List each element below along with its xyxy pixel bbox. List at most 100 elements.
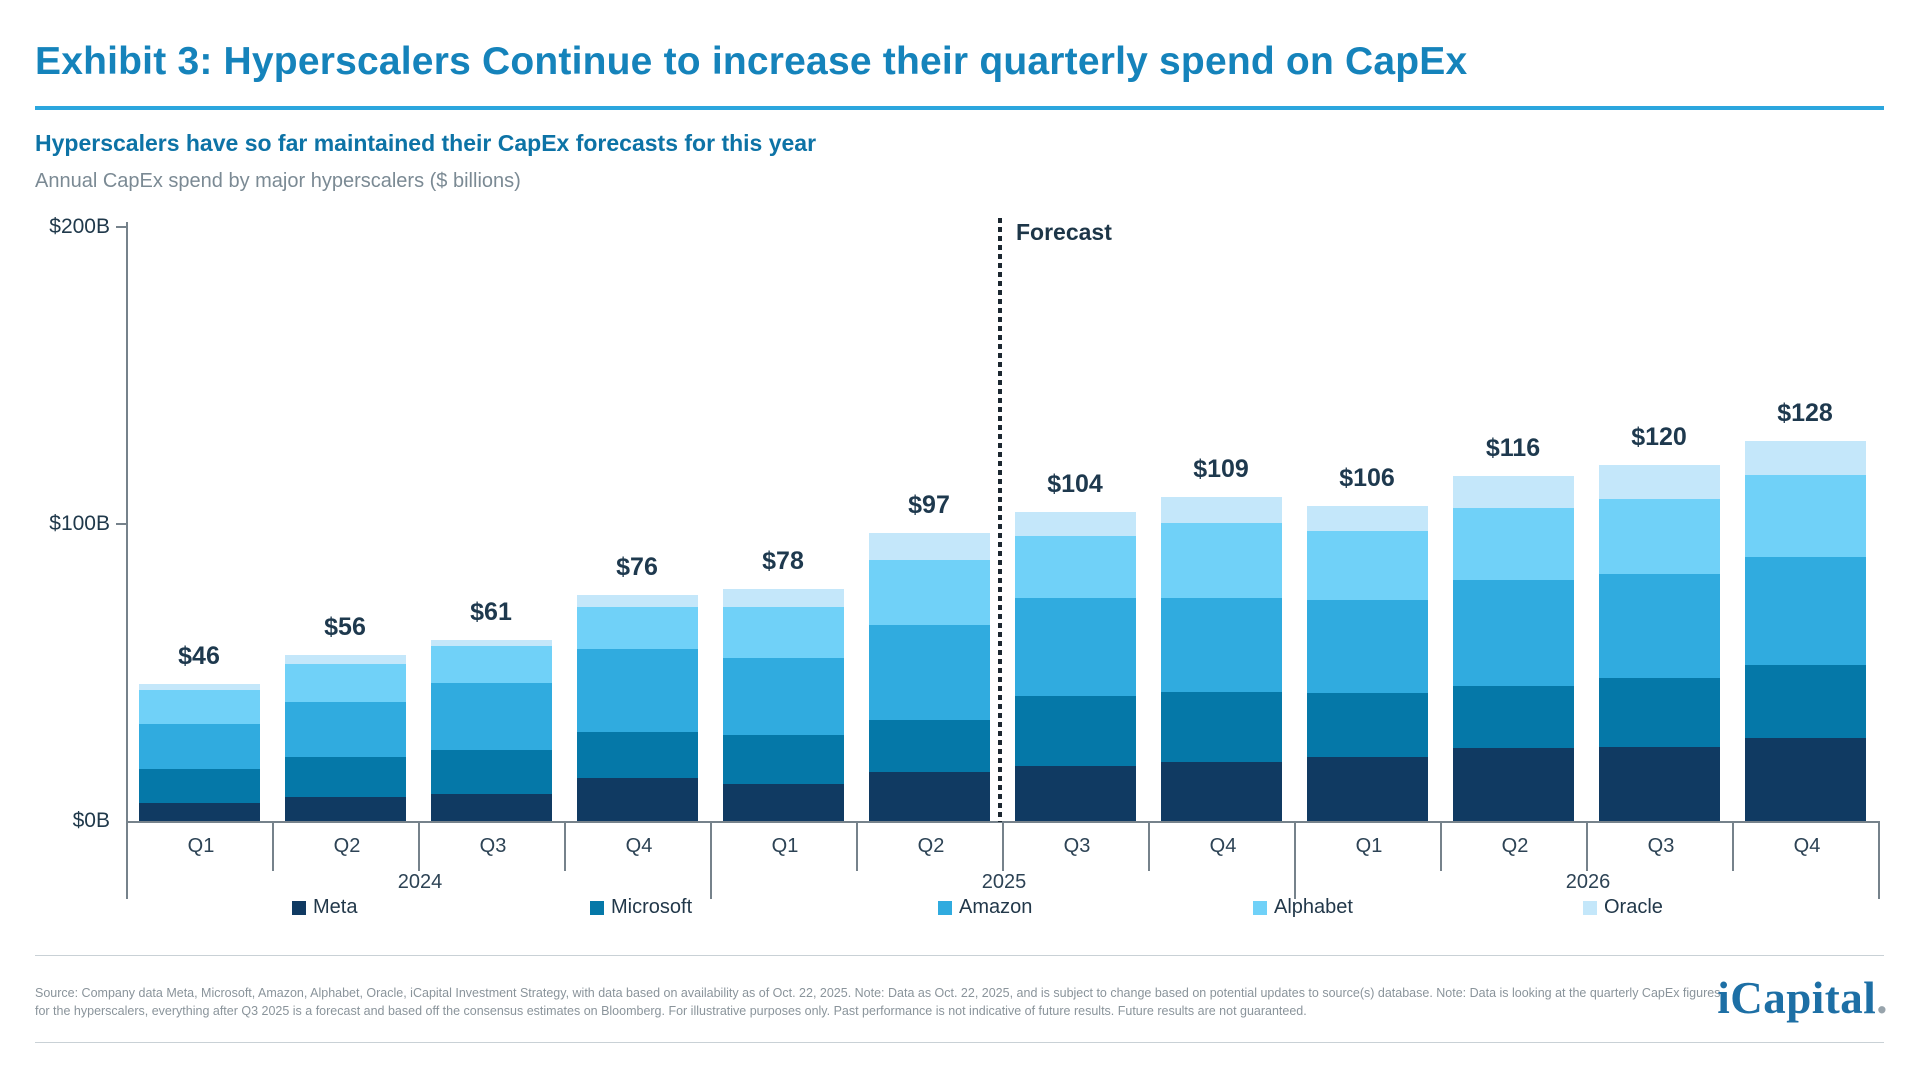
bar-segment-microsoft-q4-2025 xyxy=(1160,691,1282,762)
bar-segment-oracle-q1-2026 xyxy=(1306,506,1428,532)
bar-segment-alphabet-q3-2025 xyxy=(1014,535,1136,599)
x-axis-quarter-label-q2-2025: Q2 xyxy=(856,821,1004,871)
bar-segment-meta-q4-2025 xyxy=(1160,761,1282,821)
legend-item-alphabet: Alphabet xyxy=(1253,896,1353,919)
bar-segment-alphabet-q3-2026 xyxy=(1598,498,1720,575)
legend-swatch-alphabet xyxy=(1253,900,1267,915)
x-axis-quarter-label-q4-2024: Q4 xyxy=(564,821,712,871)
icapital-logo-text: iCapital xyxy=(1717,973,1877,1023)
bar-segment-meta-q2-2024 xyxy=(284,797,406,821)
chart-headline: Hyperscalers have so far maintained thei… xyxy=(35,130,817,156)
source-note-line-2: for the hyperscalers, everything after Q… xyxy=(35,1004,1307,1018)
y-axis-tick-label: $0B xyxy=(72,809,110,832)
bar-segment-oracle-q2-2025 xyxy=(868,532,990,560)
bar-segment-microsoft-q4-2026 xyxy=(1744,665,1866,738)
legend-label-amazon: Amazon xyxy=(959,896,1033,918)
x-axis-quarter-label-q2-2026: Q2 xyxy=(1440,821,1588,871)
x-axis-quarter-label-q2-2024: Q2 xyxy=(272,821,420,871)
bar-segment-amazon-q2-2025 xyxy=(868,624,990,720)
bar-segment-alphabet-q1-2024 xyxy=(138,690,260,725)
bar-segment-alphabet-q3-2024 xyxy=(430,645,552,683)
bar-segment-amazon-q4-2024 xyxy=(576,648,698,732)
bar-segment-amazon-q4-2026 xyxy=(1744,556,1866,666)
legend-swatch-oracle xyxy=(1583,900,1597,915)
bar-segment-oracle-q4-2024 xyxy=(576,595,698,608)
legend-item-oracle: Oracle xyxy=(1583,896,1663,919)
bar-segment-oracle-q2-2024 xyxy=(284,654,406,664)
bar-segment-amazon-q4-2025 xyxy=(1160,598,1282,692)
x-axis-year-label-2024: 2024 xyxy=(126,871,712,899)
bar-total-label-q1-2025: $78 xyxy=(762,547,804,576)
bar-segment-alphabet-q2-2024 xyxy=(284,663,406,703)
bar-segment-meta-q1-2026 xyxy=(1306,757,1428,821)
bar-segment-meta-q4-2026 xyxy=(1744,737,1866,821)
page-title: Exhibit 3: Hyperscalers Continue to incr… xyxy=(35,40,1468,83)
bar-total-label-q4-2026: $128 xyxy=(1777,398,1833,427)
legend-item-microsoft: Microsoft xyxy=(590,896,692,919)
bar-segment-meta-q1-2025 xyxy=(722,783,844,821)
bar-total-label-q2-2026: $116 xyxy=(1485,434,1541,463)
bar-segment-amazon-q1-2025 xyxy=(722,657,844,735)
bar-segment-alphabet-q4-2025 xyxy=(1160,522,1282,599)
bar-segment-alphabet-q2-2025 xyxy=(868,559,990,625)
bar-segment-oracle-q2-2026 xyxy=(1452,476,1574,508)
legend-swatch-amazon xyxy=(938,900,952,915)
y-axis-tick-label: $200B xyxy=(49,215,110,238)
bar-total-label-q3-2026: $120 xyxy=(1631,422,1687,451)
bar-segment-oracle-q3-2025 xyxy=(1014,512,1136,536)
x-axis-quarter-label-q1-2024: Q1 xyxy=(126,821,274,871)
x-axis-quarter-label-q3-2026: Q3 xyxy=(1586,821,1734,871)
chart-units-label: Annual CapEx spend by major hyperscalers… xyxy=(35,170,521,192)
icapital-logo: iCapital. xyxy=(1717,972,1888,1024)
bar-segment-meta-q4-2024 xyxy=(576,777,698,821)
legend-label-oracle: Oracle xyxy=(1604,896,1663,918)
bar-segment-microsoft-q2-2025 xyxy=(868,720,990,772)
bar-segment-alphabet-q1-2026 xyxy=(1306,531,1428,600)
bar-segment-meta-q3-2025 xyxy=(1014,766,1136,821)
footer-divider-top xyxy=(35,955,1884,956)
y-axis-line xyxy=(126,222,128,822)
bar-segment-meta-q3-2024 xyxy=(430,794,552,821)
bar-segment-oracle-q1-2024 xyxy=(138,684,260,691)
bar-segment-oracle-q3-2026 xyxy=(1598,464,1720,499)
x-axis-quarter-label-q4-2025: Q4 xyxy=(1148,821,1296,871)
bar-segment-microsoft-q2-2024 xyxy=(284,757,406,798)
x-axis-quarter-label-q3-2025: Q3 xyxy=(1002,821,1150,871)
legend-label-microsoft: Microsoft xyxy=(611,896,693,918)
bar-segment-oracle-q4-2025 xyxy=(1160,497,1282,523)
bar-segment-alphabet-q1-2025 xyxy=(722,607,844,658)
bar-total-label-q4-2025: $109 xyxy=(1193,455,1249,484)
bar-segment-oracle-q3-2024 xyxy=(430,639,552,646)
bar-segment-microsoft-q1-2024 xyxy=(138,769,260,804)
bar-segment-amazon-q1-2026 xyxy=(1306,599,1428,694)
x-axis-quarter-label-q1-2026: Q1 xyxy=(1294,821,1442,871)
bar-segment-meta-q2-2026 xyxy=(1452,748,1574,821)
x-axis-year-end-tick xyxy=(1878,871,1880,899)
bar-total-label-q2-2025: $97 xyxy=(908,490,950,519)
bar-segment-microsoft-q3-2024 xyxy=(430,749,552,795)
x-axis-quarter-label-q3-2024: Q3 xyxy=(418,821,566,871)
bar-total-label-q1-2024: $46 xyxy=(178,642,220,671)
bar-segment-microsoft-q4-2024 xyxy=(576,731,698,778)
bar-total-label-q2-2024: $56 xyxy=(324,612,366,641)
x-axis-quarter-label-q1-2025: Q1 xyxy=(710,821,858,871)
legend-label-alphabet: Alphabet xyxy=(1274,896,1353,918)
bar-segment-microsoft-q3-2026 xyxy=(1598,678,1720,747)
title-divider xyxy=(35,106,1884,110)
legend-swatch-microsoft xyxy=(590,900,604,915)
legend-item-meta: Meta xyxy=(292,896,357,919)
legend-swatch-meta xyxy=(292,900,306,915)
footer-divider-bottom xyxy=(35,1042,1884,1043)
bar-segment-alphabet-q4-2026 xyxy=(1744,474,1866,557)
bar-total-label-q1-2026: $106 xyxy=(1339,464,1395,493)
bar-segment-oracle-q4-2026 xyxy=(1744,440,1866,475)
bar-segment-alphabet-q4-2024 xyxy=(576,607,698,649)
x-axis-year-label-2026: 2026 xyxy=(1294,871,1880,899)
bar-segment-amazon-q3-2025 xyxy=(1014,598,1136,697)
bar-segment-microsoft-q2-2026 xyxy=(1452,685,1574,749)
bar-segment-meta-q3-2026 xyxy=(1598,746,1720,821)
forecast-divider-line xyxy=(998,218,1002,822)
bar-segment-alphabet-q2-2026 xyxy=(1452,507,1574,581)
bar-segment-amazon-q3-2024 xyxy=(430,682,552,750)
